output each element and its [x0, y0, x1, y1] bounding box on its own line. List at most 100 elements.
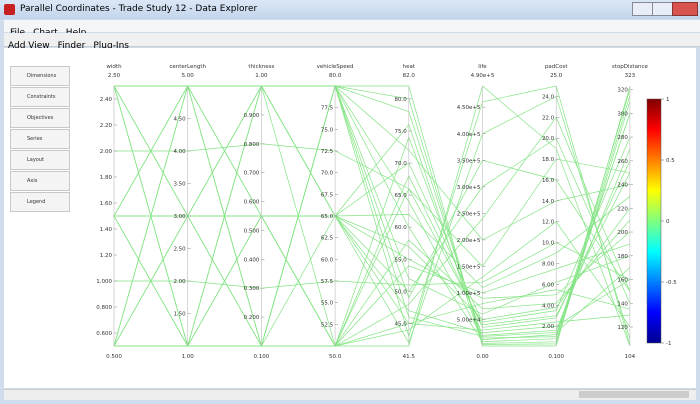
tick-label: 1.50	[173, 312, 186, 318]
tick-label: 2.40	[100, 97, 113, 103]
sidebar-button[interactable]: Axis	[10, 171, 70, 191]
tick-label: 12.0	[542, 220, 555, 226]
tick-label: 22.0	[542, 115, 555, 121]
axis-max: 2.50	[108, 73, 121, 79]
sidebar-button[interactable]: Legend	[10, 192, 70, 212]
tick-label: 0.600	[244, 200, 260, 206]
axis-name: thickness	[248, 64, 274, 70]
record-line	[114, 143, 631, 326]
sidebar-button[interactable]: Layout	[10, 150, 70, 170]
scrollbar	[4, 389, 696, 400]
record-line	[114, 85, 631, 347]
axis-name: vehicleSpeed	[317, 64, 354, 70]
colorbar-tick-label: 0	[666, 219, 670, 225]
colorbar-tick-label: 1	[666, 97, 670, 103]
tick-label: 55.0	[321, 301, 334, 307]
tick-label: 4.50e+5	[457, 105, 481, 111]
tick-label: 1.00e+5	[457, 291, 481, 297]
tick-label: 4.00	[173, 149, 186, 155]
tick-label: 2.00	[542, 324, 555, 330]
record-line	[113, 85, 630, 348]
tick-label: 200	[617, 230, 628, 236]
axis-min: 50.0	[329, 354, 342, 360]
tick-label: 220	[617, 206, 628, 212]
axis-min: 0.100	[548, 354, 564, 360]
tick-label: 0.800	[96, 305, 112, 311]
record-line	[113, 84, 631, 347]
toolbar-button[interactable]: Finder	[57, 41, 86, 51]
tick-label: 3.00e+5	[457, 185, 481, 191]
axis-name: life	[478, 64, 487, 70]
record-line	[113, 85, 631, 320]
tick-label: 80.0	[395, 97, 408, 103]
record-line	[114, 215, 631, 347]
toolbar-button[interactable]: Plug-Ins	[93, 41, 129, 51]
tick-label: 20.0	[542, 136, 555, 142]
axis-max: 1.00	[255, 73, 268, 79]
sidebar-button[interactable]: Constraints	[10, 87, 70, 107]
axis-max: 80.0	[329, 73, 342, 79]
tick-label: 60.0	[321, 257, 334, 263]
axis-name: width	[106, 64, 122, 70]
tick-label: 52.5	[321, 322, 334, 328]
axis-min: 0.00	[476, 354, 489, 360]
axis-name: stopDistance	[612, 64, 649, 70]
tick-label: 1.000	[96, 279, 112, 285]
title-bar: Parallel Coordinates - Trade Study 12 - …	[0, 0, 700, 19]
tick-label: 260	[617, 159, 628, 165]
close[interactable]	[672, 2, 698, 16]
tick-label: 320	[617, 88, 628, 94]
tick-label: 0.200	[244, 315, 260, 321]
tick-label: 2.00e+5	[457, 238, 481, 244]
axis-min: 41.5	[403, 354, 416, 360]
colorbar-tick-label: -1	[666, 341, 671, 347]
toolbar-button[interactable]: Add View	[8, 41, 50, 51]
tick-label: 55.0	[395, 257, 408, 263]
tick-label: 14.0	[542, 199, 555, 205]
tick-label: 0.600	[96, 331, 112, 337]
record-line	[113, 85, 630, 347]
toolbar: Add View Finder Plug-Ins	[4, 33, 700, 51]
colorbar	[646, 98, 662, 344]
tick-label: 4.50	[173, 117, 186, 123]
axis-min: 1.00	[182, 354, 195, 360]
tick-label: 3.00	[173, 214, 186, 220]
record-line	[113, 84, 631, 348]
tick-label: 120	[617, 325, 628, 331]
tick-label: 16.0	[542, 178, 555, 184]
tick-label: 0.400	[244, 257, 260, 263]
tick-label: 75.0	[321, 127, 334, 133]
axis-max: 323	[625, 73, 636, 79]
axis-name: padCost	[545, 64, 568, 70]
tick-label: 77.5	[321, 106, 334, 112]
tick-label: 72.5	[321, 149, 334, 155]
sidebar-button[interactable]: Dimensions	[10, 66, 70, 86]
colorbar-tick-label: 0.5	[666, 158, 675, 164]
tick-label: 8.00	[542, 262, 555, 268]
tick-label: 18.0	[542, 157, 555, 163]
tick-label: 10.0	[542, 241, 555, 247]
axis-max: 5.00	[182, 73, 195, 79]
sidebar-button[interactable]: Objectives	[10, 108, 70, 128]
tick-label: 1.80	[100, 175, 113, 181]
tick-label: 2.50	[173, 247, 186, 253]
tick-label: 2.00	[173, 279, 186, 285]
tick-label: 1.40	[100, 227, 113, 233]
sidebar-button[interactable]: Series	[10, 129, 70, 149]
tick-label: 5.00e+4	[457, 317, 481, 323]
tick-label: 65.0	[395, 193, 408, 199]
axis-max: 25.0	[550, 73, 563, 79]
tick-label: 70.0	[395, 161, 408, 167]
axis-name: heat	[403, 64, 416, 70]
tick-label: 2.20	[100, 123, 113, 129]
tick-label: 45.0	[395, 322, 408, 328]
tick-label: 3.50	[173, 182, 186, 188]
tick-label: 6.00	[542, 282, 555, 288]
axis-max: 82.0	[403, 73, 416, 79]
axis-min: 104	[625, 354, 636, 360]
tick-label: 67.5	[321, 192, 334, 198]
scroll-thumb[interactable]	[579, 391, 689, 398]
tick-label: 2.50e+5	[457, 211, 481, 217]
axis-max: 4.90e+5	[471, 73, 495, 79]
tick-label: 1.20	[100, 253, 113, 259]
